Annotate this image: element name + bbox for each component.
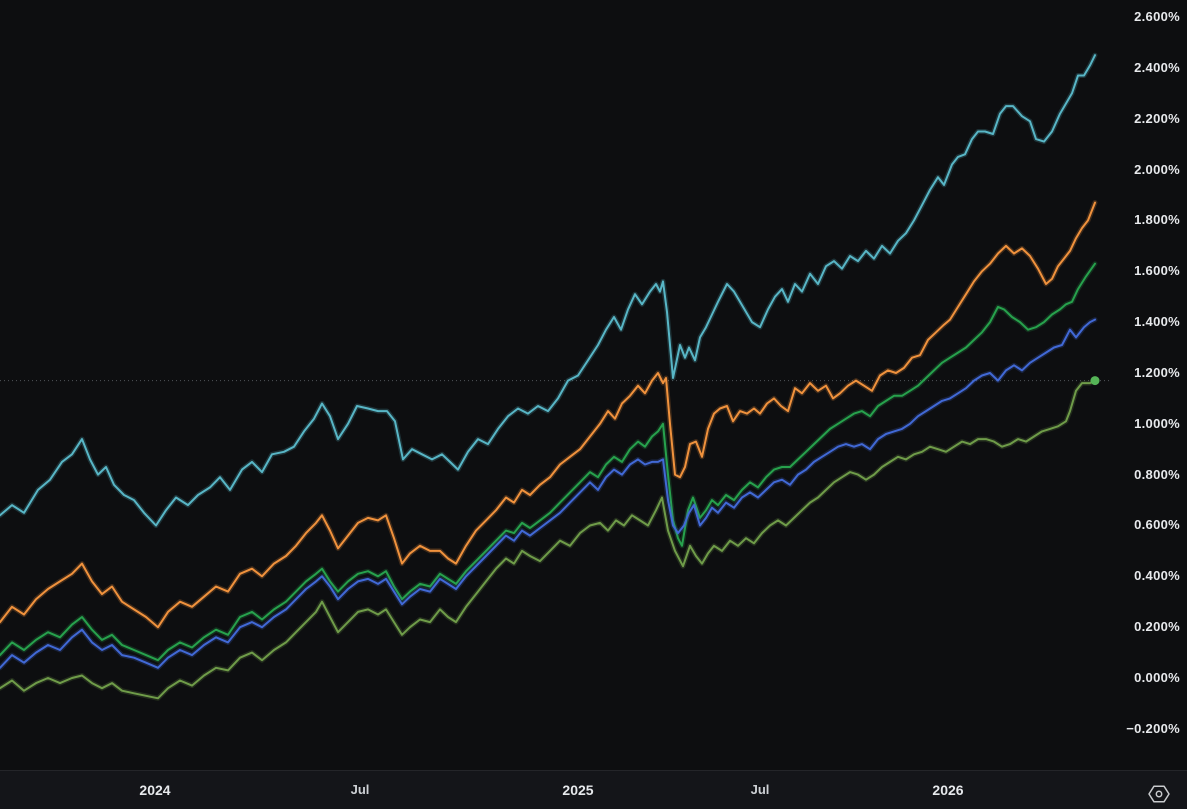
- price-axis-label: 0.600%: [1134, 517, 1180, 533]
- price-axis-label: −0.200%: [1126, 720, 1180, 736]
- axis-settings-button[interactable]: [1147, 782, 1171, 805]
- series-line-cyan[interactable]: [0, 54, 1096, 527]
- price-axis-label: 0.000%: [1134, 670, 1180, 685]
- series-line-blue[interactable]: [0, 318, 1096, 669]
- hexagon-settings-icon: [1148, 784, 1170, 803]
- price-axis-label: 1.600%: [1134, 263, 1180, 279]
- price-axis-label: 0.400%: [1134, 568, 1180, 584]
- price-axis-label: 2.000%: [1134, 161, 1180, 177]
- last-value-marker: [1090, 376, 1100, 386]
- series-line-orange[interactable]: [0, 201, 1096, 629]
- time-axis-label: Jul: [350, 782, 370, 797]
- time-axis-label: 2026: [932, 782, 964, 798]
- time-axis-label: Jul: [750, 782, 770, 797]
- series-glow-green: [0, 261, 1098, 663]
- price-axis[interactable]: 2.600% 2.400% 2.200% 2.000% 1.800% 1.600% 1.40…: [1105, 0, 1187, 770]
- price-axis-label: 2.600%: [1134, 9, 1180, 25]
- price-axis-label: 1.000%: [1134, 415, 1180, 431]
- price-axis-label: 1.800%: [1134, 212, 1180, 228]
- chart-plot-area[interactable]: [0, 0, 1112, 770]
- series-glow-orange: [0, 200, 1098, 630]
- time-axis[interactable]: 2024 Jul 2025 Jul 2026: [0, 770, 1187, 809]
- chart-canvas[interactable]: [0, 0, 1112, 770]
- price-axis-label: 1.200%: [1134, 364, 1180, 380]
- price-axis-label: 2.400%: [1134, 59, 1180, 75]
- price-axis-label: 0.800%: [1134, 466, 1180, 482]
- price-axis-label: 2.200%: [1134, 110, 1180, 126]
- price-axis-label: 1.400%: [1134, 314, 1180, 330]
- series-line-olive[interactable]: [0, 379, 1096, 700]
- price-axis-label: 0.200%: [1134, 619, 1180, 635]
- series-glow-cyan: [0, 52, 1098, 528]
- time-axis-label: 2024: [139, 782, 171, 798]
- series-line-green[interactable]: [0, 262, 1096, 662]
- time-axis-label: 2025: [562, 782, 594, 798]
